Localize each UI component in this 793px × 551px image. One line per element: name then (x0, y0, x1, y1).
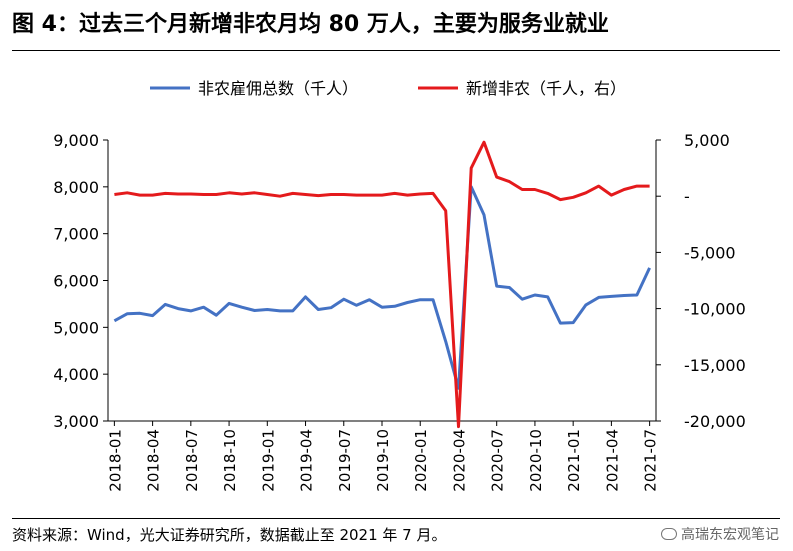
source-note: 资料来源：Wind，光大证券研究所，数据截止至 2021 年 7 月。 (12, 526, 447, 544)
right-tick-label: -15,000 (684, 356, 746, 375)
right-tick-label: -10,000 (684, 300, 746, 319)
x-tick-label: 2020-01 (412, 429, 430, 492)
x-tick-label: 2019-01 (259, 429, 277, 492)
x-tick-label: 2019-10 (374, 429, 392, 492)
series-line-total-payrolls (113, 185, 651, 390)
x-tick-label: 2021-04 (603, 429, 621, 492)
x-tick-label: 2018-10 (221, 429, 239, 492)
x-tick-label: 2021-07 (642, 429, 660, 492)
wechat-icon (661, 528, 677, 540)
x-tick-label: 2020-04 (450, 429, 468, 492)
series-line-new-payrolls (114, 140, 650, 429)
figure-title: 图 4：过去三个月新增非农月均 80 万人，主要为服务业就业 (12, 12, 609, 37)
x-tick-label: 2018-04 (145, 429, 163, 492)
left-tick-label: 6,000 (53, 272, 99, 291)
right-tick-label: 5,000 (684, 131, 730, 150)
x-tick-label: 2018-01 (106, 429, 124, 492)
legend-label: 新增非农（千人，右） (466, 79, 626, 98)
title-rule (12, 50, 780, 51)
left-tick-label: 5,000 (53, 318, 99, 337)
left-tick-label: 8,000 (53, 178, 99, 197)
right-tick-label: - (684, 187, 690, 206)
left-tick-label: 9,000 (53, 131, 99, 150)
chart-axes: 3,000 4,000 5,000 6,000 7,000 8,000 9,000 5,000… (53, 131, 746, 492)
left-tick-label: 3,000 (53, 412, 99, 431)
x-tick-label: 2020-07 (489, 429, 507, 492)
x-tick-label: 2018-07 (183, 429, 201, 492)
source-rule (12, 518, 780, 519)
right-tick-label: -20,000 (684, 412, 746, 431)
left-tick-label: 7,000 (53, 225, 99, 244)
watermark: 高瑞东宏观笔记 (661, 524, 779, 544)
chart-series (113, 140, 651, 429)
watermark-text: 高瑞东宏观笔记 (681, 527, 779, 543)
line-chart: 非农雇佣总数（千人） 新增非农（千人，右） 3,000 4,000 5,000 6,00… (53, 79, 746, 492)
x-tick-label: 2020-10 (527, 429, 545, 492)
right-tick-label: -5,000 (684, 243, 736, 262)
chart-legend: 非农雇佣总数（千人） 新增非农（千人，右） (150, 79, 626, 98)
left-tick-label: 4,000 (53, 365, 99, 384)
x-tick-label: 2019-04 (298, 429, 316, 492)
x-tick-label: 2021-01 (565, 429, 583, 492)
x-tick-label: 2019-07 (336, 429, 354, 492)
legend-label: 非农雇佣总数（千人） (198, 79, 358, 98)
